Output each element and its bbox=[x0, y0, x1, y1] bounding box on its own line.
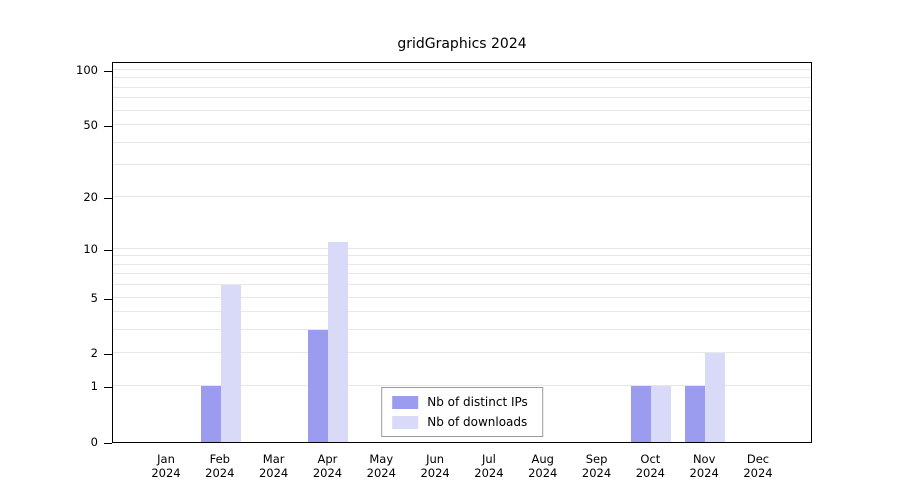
y-axis-label: 20 bbox=[83, 189, 98, 204]
x-axis-label: Oct 2024 bbox=[618, 452, 682, 480]
y-axis-label: 10 bbox=[83, 241, 98, 256]
x-axis-label: Feb 2024 bbox=[188, 452, 252, 480]
x-axis-label-month: Nov bbox=[692, 452, 716, 466]
y-axis-tick bbox=[104, 249, 112, 251]
x-axis-label-month: Jul bbox=[481, 452, 496, 466]
gridline bbox=[113, 284, 811, 286]
gridline bbox=[113, 329, 811, 331]
x-axis-label-year: 2024 bbox=[635, 466, 665, 480]
x-axis-label: Dec 2024 bbox=[726, 452, 790, 480]
gridline bbox=[113, 109, 811, 111]
x-axis-label-year: 2024 bbox=[151, 466, 181, 480]
y-axis-label: 100 bbox=[76, 63, 98, 78]
bar-nb-of-distinct-ips bbox=[631, 386, 652, 442]
x-axis-label-year: 2024 bbox=[205, 466, 235, 480]
y-axis-label: 50 bbox=[83, 118, 98, 133]
gridline bbox=[113, 195, 811, 197]
gridline bbox=[113, 164, 811, 166]
gridline bbox=[113, 247, 811, 249]
x-axis-label: Sep 2024 bbox=[565, 452, 629, 480]
x-axis-label: Nov 2024 bbox=[672, 452, 736, 480]
legend-swatch-icon bbox=[392, 415, 419, 429]
bar-nb-of-distinct-ips bbox=[200, 386, 221, 442]
gridline bbox=[113, 86, 811, 88]
x-axis-label-year: 2024 bbox=[420, 466, 450, 480]
x-axis-label-year: 2024 bbox=[474, 466, 504, 480]
gridline bbox=[113, 385, 811, 387]
legend-label: Nb of distinct IPs bbox=[427, 395, 528, 409]
chart-title: gridGraphics 2024 bbox=[397, 36, 527, 52]
y-axis-label: 1 bbox=[90, 379, 98, 394]
gridline bbox=[113, 296, 811, 298]
bar-nb-of-downloads bbox=[328, 241, 349, 442]
x-axis-label: Jun 2024 bbox=[403, 452, 467, 480]
bar-nb-of-downloads bbox=[220, 285, 241, 442]
x-axis-label-year: 2024 bbox=[258, 466, 289, 480]
x-axis-label: May 2024 bbox=[349, 452, 413, 480]
y-axis-label: 0 bbox=[90, 435, 98, 449]
y-axis-tick bbox=[104, 126, 112, 128]
gridline bbox=[113, 311, 811, 313]
y-axis-tick bbox=[104, 443, 112, 444]
gridline bbox=[113, 263, 811, 265]
x-axis-label: Aug 2024 bbox=[511, 452, 575, 480]
plot-area: Nb of distinct IPs Nb of downloads bbox=[112, 62, 812, 443]
x-axis-label: Apr 2024 bbox=[295, 452, 359, 480]
legend: Nb of distinct IPs Nb of downloads bbox=[381, 387, 543, 437]
gridline bbox=[113, 124, 811, 126]
y-axis-tick bbox=[104, 354, 112, 356]
legend-item-nb-of-distinct-ips: Nb of distinct IPs bbox=[392, 395, 528, 409]
legend-swatch-icon bbox=[392, 395, 419, 409]
gridline bbox=[113, 97, 811, 99]
x-axis-label: Jul 2024 bbox=[457, 452, 521, 480]
x-axis-label-month: Jan bbox=[157, 452, 175, 466]
y-axis-tick bbox=[104, 298, 112, 300]
x-axis-label-month: May bbox=[369, 452, 394, 466]
x-axis-label: Mar 2024 bbox=[242, 452, 306, 480]
y-axis-tick bbox=[104, 387, 112, 389]
x-axis-label-month: Dec bbox=[746, 452, 770, 466]
x-axis-label-year: 2024 bbox=[528, 466, 558, 480]
bar-nb-of-distinct-ips bbox=[685, 386, 706, 442]
gridline bbox=[113, 255, 811, 257]
y-axis-tick bbox=[104, 71, 112, 73]
gridline bbox=[113, 69, 811, 71]
x-axis-label-year: 2024 bbox=[581, 466, 612, 480]
x-axis-label-year: 2024 bbox=[312, 466, 343, 480]
x-axis-label-month: Oct bbox=[640, 452, 661, 466]
x-axis-label-month: Mar bbox=[262, 452, 285, 466]
y-axis-label: 2 bbox=[90, 346, 98, 361]
gridline bbox=[113, 77, 811, 79]
gridline bbox=[113, 141, 811, 143]
legend-item-nb-of-downloads: Nb of downloads bbox=[392, 415, 528, 429]
bar-nb-of-downloads bbox=[705, 353, 726, 442]
x-axis-label-year: 2024 bbox=[689, 466, 719, 480]
x-axis-label-month: Sep bbox=[585, 452, 608, 466]
gridline bbox=[113, 352, 811, 354]
y-axis-label: 5 bbox=[90, 290, 98, 305]
bar-nb-of-distinct-ips bbox=[308, 330, 329, 442]
x-axis-label-year: 2024 bbox=[366, 466, 396, 480]
x-axis-label-month: Feb bbox=[209, 452, 230, 466]
x-axis-label-month: Apr bbox=[317, 452, 338, 466]
x-axis-label: Jan 2024 bbox=[134, 452, 198, 480]
bar-nb-of-downloads bbox=[651, 386, 672, 442]
x-axis-label-year: 2024 bbox=[743, 466, 773, 480]
y-axis-tick bbox=[104, 197, 112, 199]
gridline bbox=[113, 273, 811, 275]
x-axis-label-month: Aug bbox=[531, 452, 554, 466]
legend-label: Nb of downloads bbox=[427, 415, 528, 429]
x-axis-label-month: Jun bbox=[426, 452, 445, 466]
